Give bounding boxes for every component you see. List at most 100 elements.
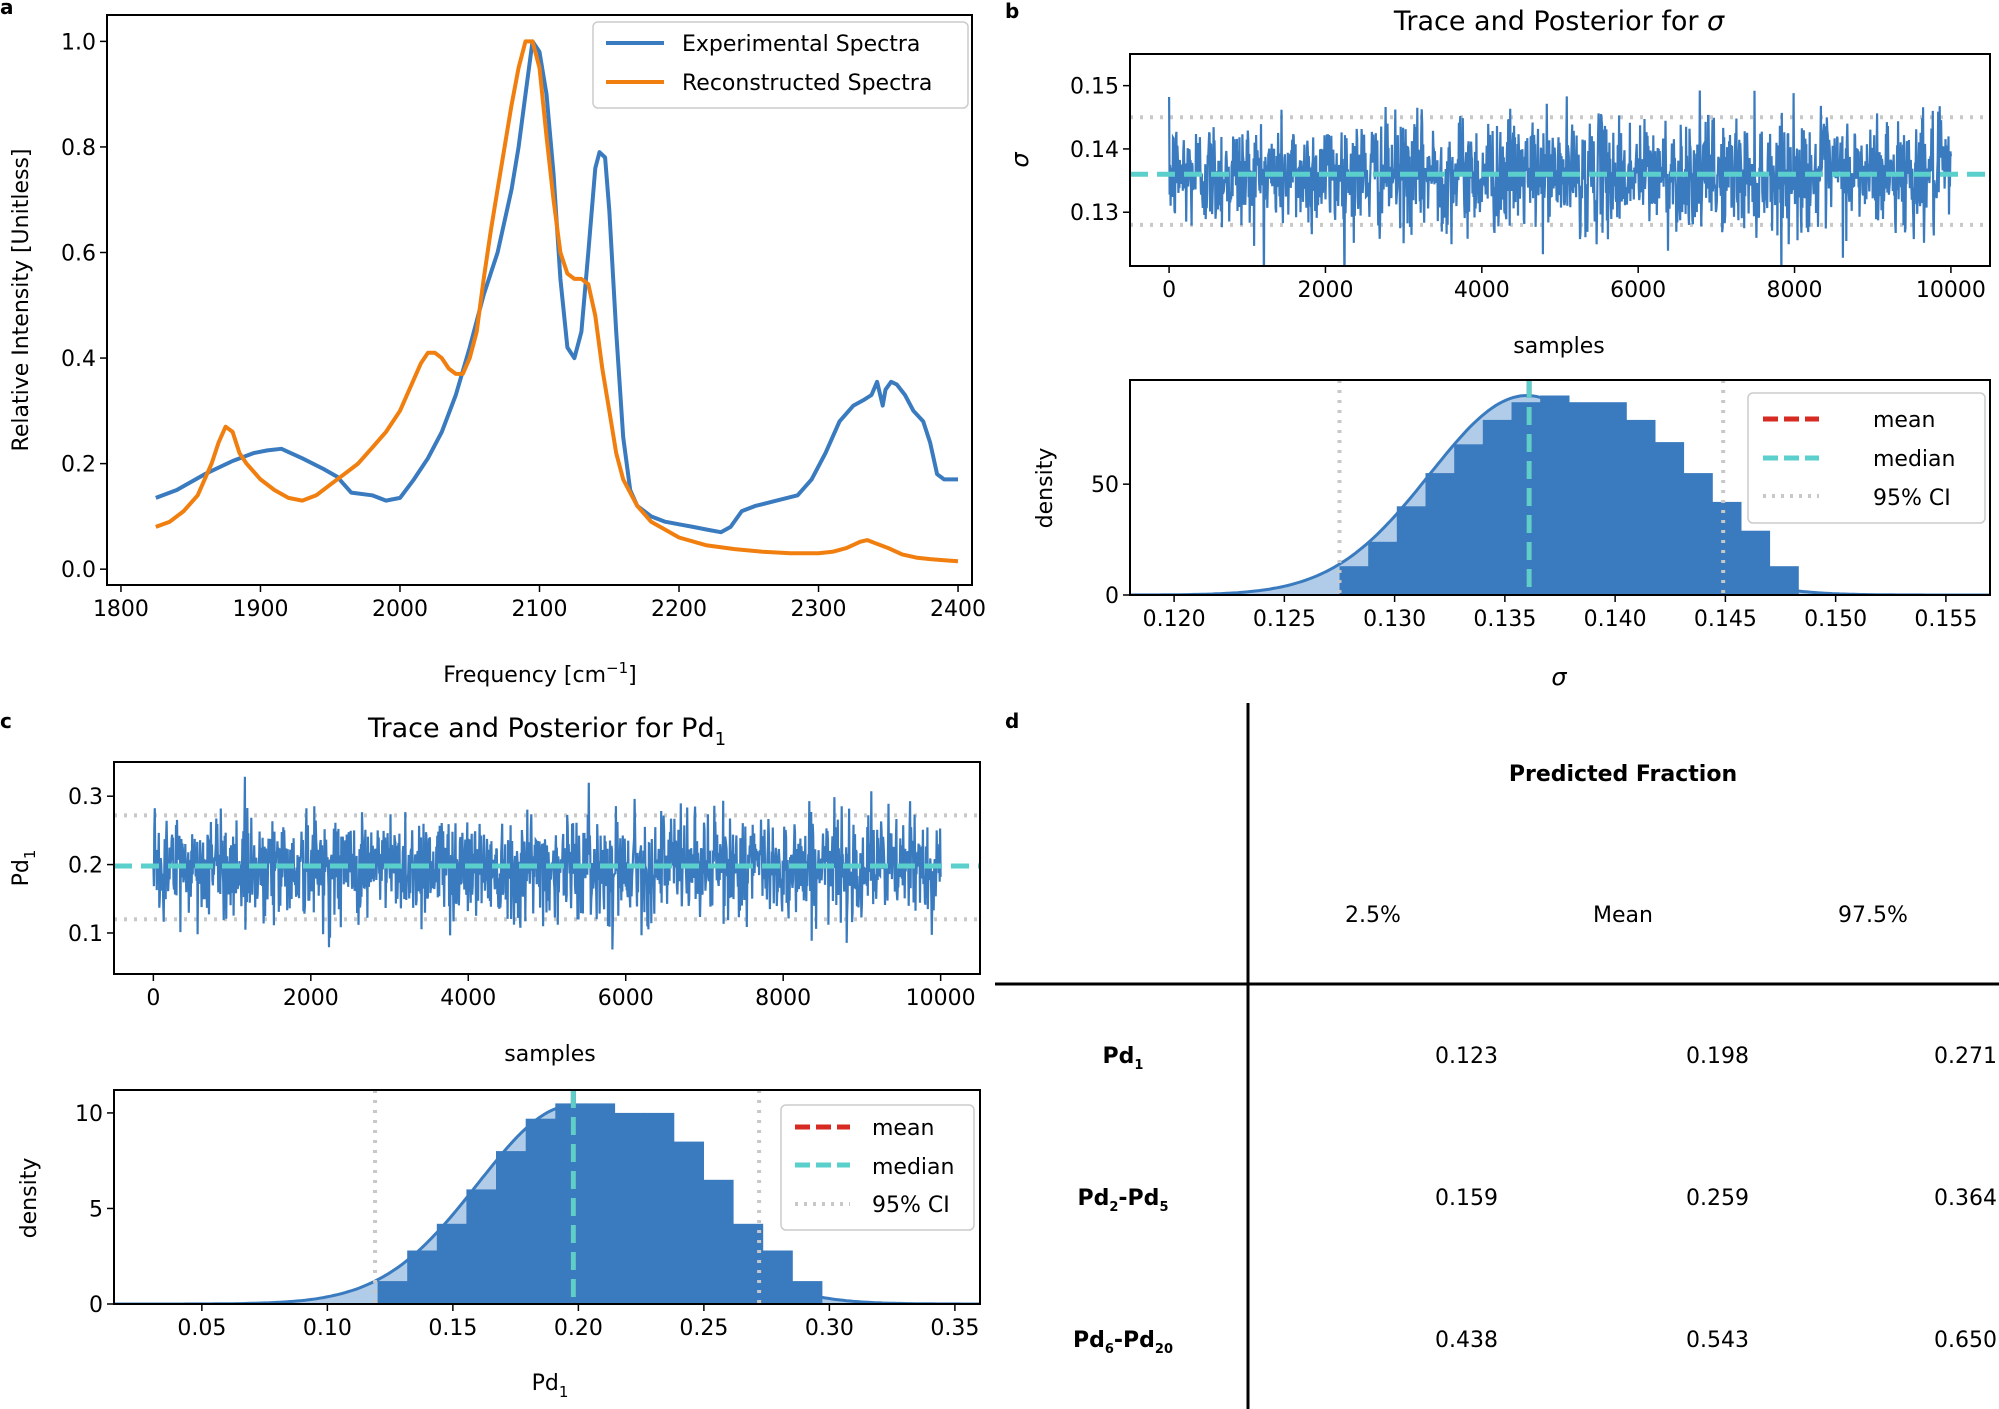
x-tick-label: 2000 <box>283 986 339 1011</box>
legend-label-ci: 95% CI <box>872 1193 950 1218</box>
experimental-spectra-line <box>155 39 958 535</box>
sigma-hist-bar <box>1368 541 1398 595</box>
y-tick-label: 0 <box>1105 584 1119 609</box>
table-cell: 0.259 <box>1686 1186 1749 1211</box>
pd1-trace-ticks: 0 2000 4000 6000 8000 10000 0.1 0.2 0.3 <box>68 785 976 1011</box>
x-tick-label: 0 <box>146 986 160 1011</box>
table-col-header-high: 97.5% <box>1838 903 1908 928</box>
x-tick-label: 0.10 <box>303 1316 352 1341</box>
x-tick-label: 0.155 <box>1914 607 1977 632</box>
legend-label-reconstructed: Reconstructed Spectra <box>682 71 932 96</box>
y-tick-label: 1.0 <box>61 30 96 55</box>
pd1-hist-bar <box>614 1112 645 1304</box>
pd1-hist-bar <box>436 1223 467 1304</box>
x-tick-label: 2000 <box>1297 278 1353 303</box>
x-tick-label: 0.135 <box>1473 607 1536 632</box>
table-col-header-low: 2.5% <box>1345 903 1401 928</box>
panel-b: b Trace and Posterior for σ 0 2000 4000 600… <box>1005 0 1991 691</box>
x-tick-label: 0.125 <box>1253 607 1316 632</box>
pd1-title: Trace and Posterior for Pd1 <box>367 713 726 750</box>
sigma-posterior-xlabel: σ <box>1551 663 1567 691</box>
x-tick-label: 1800 <box>93 597 149 622</box>
legend-frame <box>1747 392 1986 524</box>
y-tick-label: 0.0 <box>61 558 96 583</box>
sigma-hist-bar <box>1654 442 1685 595</box>
sigma-hist-bar <box>1482 419 1513 595</box>
y-tick-label: 10 <box>75 1102 103 1127</box>
x-tick-label: 0.130 <box>1363 607 1426 632</box>
y-tick-label: 0.2 <box>61 453 96 478</box>
spectra-xlabel: Frequency [cm−1] <box>443 659 636 688</box>
pd1-trace-ylabel: Pd1 <box>9 850 39 887</box>
x-tick-label: 0.05 <box>177 1316 226 1341</box>
sigma-trace-xlabel: samples <box>1513 334 1604 359</box>
panel-label-a: a <box>0 0 14 19</box>
pd1-posterior-legend: mean median 95% CI <box>780 1104 975 1231</box>
x-tick-label: 0.150 <box>1804 607 1867 632</box>
sigma-hist-bar <box>1540 395 1570 595</box>
panel-c: c Trace and Posterior for Pd1 0 2000 4000 6… <box>0 709 981 1401</box>
table-cell: 0.123 <box>1435 1044 1498 1069</box>
table-cell: 0.650 <box>1934 1328 1997 1353</box>
y-tick-label: 5 <box>89 1197 103 1222</box>
x-tick-label: 0.30 <box>805 1316 854 1341</box>
x-tick-label: 10000 <box>906 986 976 1011</box>
pd1-hist-bar <box>762 1250 793 1304</box>
sigma-trace-frame <box>1129 53 1991 267</box>
table-row-label: Pd6-Pd20 <box>1073 1328 1173 1357</box>
pd1-hist-bar <box>644 1112 675 1304</box>
x-tick-label: 8000 <box>755 986 811 1011</box>
x-tick-label: 0.140 <box>1584 607 1647 632</box>
pd1-trace-xlabel: samples <box>504 1042 595 1067</box>
pd1-trace-plot-area <box>114 776 980 950</box>
sigma-hist-bar <box>1683 473 1713 595</box>
y-tick-label: 0.6 <box>61 242 96 267</box>
x-tick-label: 0.20 <box>554 1316 603 1341</box>
x-tick-label: 1900 <box>232 597 288 622</box>
pd1-hist-bar <box>555 1103 586 1304</box>
pd1-posterior-plot-area <box>114 1090 980 1304</box>
y-tick-label: 0 <box>89 1293 103 1318</box>
pd1-hist-bar <box>466 1189 497 1304</box>
pd1-hist-bar <box>584 1103 616 1304</box>
legend-label-mean: mean <box>872 1116 934 1141</box>
table-cell: 0.438 <box>1435 1328 1498 1353</box>
sigma-trace-plot-area <box>1130 90 1990 266</box>
panel-label-b: b <box>1005 0 1019 23</box>
x-tick-label: 4000 <box>1454 278 1510 303</box>
panel-a: a 1800 1900 2000 2100 2200 2300 2400 0.0 0.2 0.4 0… <box>0 0 986 688</box>
pd1-hist-bar <box>496 1151 527 1304</box>
sigma-title: Trace and Posterior for σ <box>1393 6 1725 37</box>
x-tick-label: 4000 <box>440 986 496 1011</box>
legend-label-mean: mean <box>1873 408 1935 433</box>
sigma-hist-bar <box>1511 402 1541 595</box>
legend-label-ci: 95% CI <box>1873 486 1951 511</box>
spectra-legend: Experimental Spectra Reconstructed Spect… <box>592 21 969 109</box>
y-tick-label: 0.2 <box>68 854 103 879</box>
x-tick-label: 0.35 <box>930 1316 979 1341</box>
panel-d: d Predicted Fraction 2.5% Mean 97.5% Pd1… <box>995 703 1999 1409</box>
x-tick-label: 0.145 <box>1694 607 1757 632</box>
panel-label-c: c <box>0 709 12 733</box>
x-tick-label: 2200 <box>651 597 707 622</box>
x-tick-label: 0.120 <box>1143 607 1206 632</box>
legend-label-experimental: Experimental Spectra <box>682 32 920 57</box>
x-tick-label: 6000 <box>598 986 654 1011</box>
panel-label-d: d <box>1005 709 1019 733</box>
y-tick-label: 0.3 <box>68 785 103 810</box>
legend-frame <box>780 1104 975 1231</box>
table-group-header: Predicted Fraction <box>1509 762 1737 787</box>
table-col-header-mean: Mean <box>1593 903 1653 928</box>
sigma-posterior-frame <box>1129 379 1991 596</box>
x-tick-label: 8000 <box>1767 278 1823 303</box>
table-cell: 0.364 <box>1934 1186 1997 1211</box>
spectra-plot-area <box>155 39 959 564</box>
pd1-trace-frame <box>113 761 981 975</box>
pd1-hist-bar <box>525 1118 556 1304</box>
x-tick-label: 2100 <box>512 597 568 622</box>
sigma-hist-bar <box>1454 444 1484 595</box>
pd1-hist-bar <box>407 1250 438 1304</box>
y-tick-label: 0.13 <box>1070 201 1119 226</box>
x-tick-label: 0 <box>1162 278 1176 303</box>
sigma-posterior-ylabel: density <box>1033 448 1058 529</box>
